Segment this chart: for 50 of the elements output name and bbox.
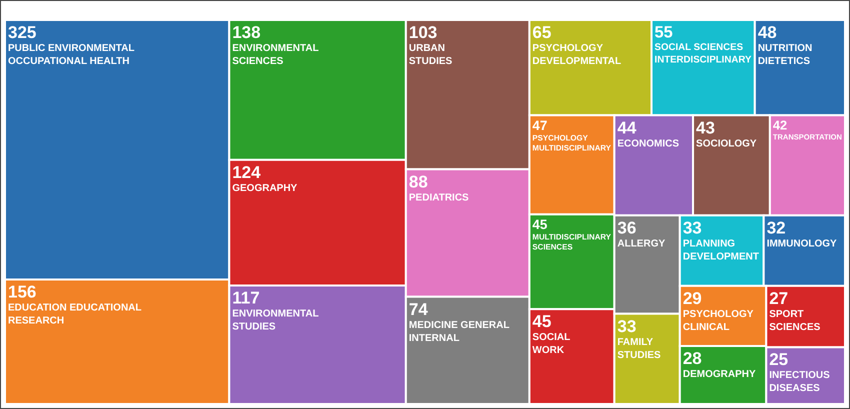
category-label: PLANNING DEVELOPMENT <box>682 238 759 262</box>
category-label: SOCIOLOGY <box>696 138 757 150</box>
data-label: 88 <box>408 172 428 192</box>
data-label: 124 <box>232 162 262 182</box>
category-label: INFECTIOUS DISEASES <box>769 370 830 394</box>
category-label: PEDIATRICS <box>408 192 470 204</box>
category-label: SOCIAL SCIENCES INTERDISCIPLINARY <box>654 42 752 66</box>
data-label: 28 <box>682 348 702 368</box>
data-label: 138 <box>232 23 261 42</box>
category-label: NUTRITION DIETETICS <box>758 43 812 67</box>
category-label: SPORT SCIENCES <box>769 308 821 333</box>
category-label: EDUCATION EDUCATIONAL RESEARCH <box>8 302 142 326</box>
data-label: 47 <box>532 118 548 134</box>
data-label: 36 <box>617 218 636 238</box>
category-label: PSYCHOLOGY MULTIDISCIPLINARY <box>532 133 612 153</box>
data-label: 55 <box>654 24 673 42</box>
category-label: SOCIAL WORK <box>532 332 570 356</box>
data-label: 45 <box>532 217 548 232</box>
data-label: 27 <box>769 288 788 308</box>
category-label: URBAN STUDIES <box>408 43 453 67</box>
category-label: DEMOGRAPHY <box>682 368 756 380</box>
category-label: PSYCHOLOGY DEVELOPMENTAL <box>532 43 622 67</box>
category-label: ENVIRONMENTAL SCIENCES <box>232 43 319 67</box>
category-label: MEDICINE GENERAL INTERNAL <box>408 320 510 344</box>
data-label: 32 <box>766 218 786 238</box>
category-label: MULTIDISCIPLINARY SCIENCES <box>532 232 612 252</box>
data-label: 74 <box>408 300 428 319</box>
data-label: 33 <box>617 316 636 336</box>
category-label: GEOGRAPHY <box>232 182 298 194</box>
category-label: TRANSPORTATION <box>772 132 842 142</box>
data-label: 156 <box>8 282 36 302</box>
category-label: IMMUNOLOGY <box>766 238 838 250</box>
category-label: FAMILY STUDIES <box>617 336 662 361</box>
data-label: 33 <box>682 218 702 238</box>
category-label: PUBLIC ENVIRONMENTAL OCCUPATIONAL HEALTH <box>8 43 134 67</box>
data-label: 42 <box>772 118 788 133</box>
data-label: 25 <box>769 350 788 370</box>
data-label: 29 <box>682 288 702 308</box>
category-label: ENVIRONMENTAL STUDIES <box>232 308 319 332</box>
category-label: ALLERGY <box>617 238 666 250</box>
data-label: 45 <box>532 312 552 332</box>
data-label: 48 <box>758 23 777 42</box>
data-label: 117 <box>232 288 260 308</box>
data-label: 103 <box>408 23 438 42</box>
data-label: 325 <box>8 23 36 42</box>
data-label: 44 <box>617 118 637 138</box>
category-label: PSYCHOLOGY CLINICAL <box>682 308 754 333</box>
category-label: ECONOMICS <box>617 138 680 150</box>
data-label: 65 <box>532 23 552 42</box>
data-label: 43 <box>696 118 715 138</box>
